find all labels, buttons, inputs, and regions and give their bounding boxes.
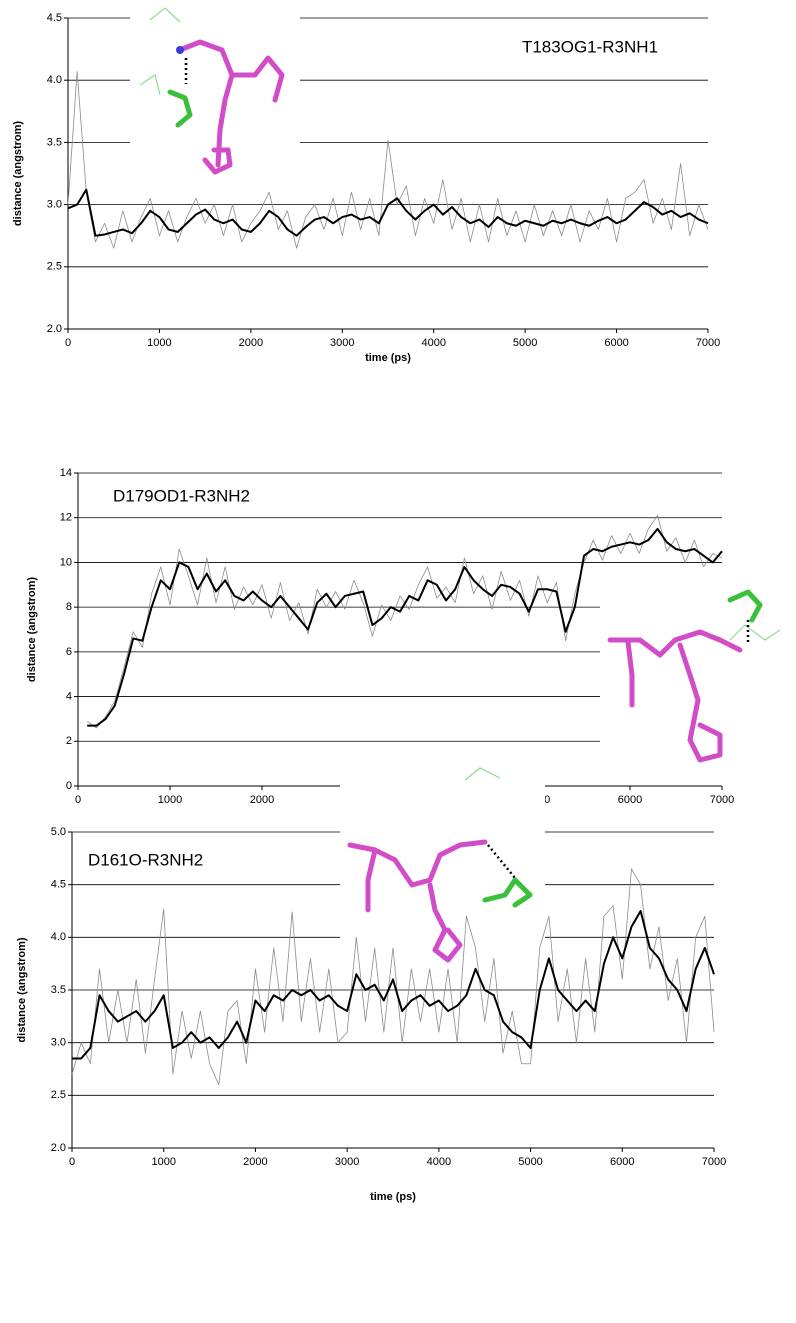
x-tick-label: 0: [75, 794, 81, 806]
x-tick-label: 7000: [710, 794, 734, 806]
y-tick-label: 10: [60, 556, 72, 568]
y-tick-label: 3.0: [51, 1037, 66, 1049]
x-tick-label: 7000: [696, 337, 720, 349]
x-tick-label: 1000: [147, 337, 171, 349]
y-tick-label: 2.0: [47, 323, 62, 335]
chart: 2.0 2.5 3.0 3.5 4.0 4.5 5.0 0 1000 2000 3000 4000 50…: [16, 765, 726, 1203]
x-tick-label: 2000: [250, 794, 274, 806]
x-tick-label: 1000: [158, 794, 182, 806]
x-tick-label: 1000: [151, 1156, 175, 1168]
y-tick-label: 0: [66, 780, 72, 792]
figure: 2.02.53.03.54.04.50100020003000400050006…: [0, 0, 796, 1323]
molecule-inset: [130, 0, 300, 185]
y-tick-label: 2.5: [51, 1089, 66, 1101]
y-tick-label: 3.5: [47, 136, 62, 148]
y-tick-label: 8: [66, 601, 72, 613]
y-tick-label: 14: [60, 467, 72, 479]
x-tick-label: 3000: [330, 337, 354, 349]
y-axis-title: distance (angstrom): [26, 577, 38, 682]
x-axis-title: time (ps): [370, 1191, 416, 1203]
molecule-inset: [600, 585, 796, 780]
x-tick-label: 3000: [335, 1156, 359, 1168]
chart: 2.0 2.5 3.0 3.5 4.0 4.5 0 1000 2000 3000 4000 5000 6…: [12, 0, 720, 364]
y-axis-title: distance (angstrom): [16, 937, 28, 1042]
y-tick-label: 6: [66, 646, 72, 658]
y-tick-label: 4.5: [47, 12, 62, 24]
x-tick-label: 6000: [610, 1156, 634, 1168]
chart-annotation: D179OD1-R3NH2: [113, 486, 250, 505]
x-tick-label: 2000: [243, 1156, 267, 1168]
x-tick-label: 2000: [239, 337, 263, 349]
grid: 2.0 2.5 3.0 3.5 4.0 4.5 0 1000 2000 3000 4000 5000 6…: [12, 12, 720, 364]
y-tick-label: 4.0: [47, 74, 62, 86]
y-tick-label: 2.5: [47, 261, 62, 273]
y-tick-label: 2.0: [51, 1142, 66, 1154]
molecule-inset: [340, 765, 545, 960]
y-tick-label: 4: [66, 690, 72, 702]
y-tick-label: 12: [60, 512, 72, 524]
x-tick-label: 4000: [421, 337, 445, 349]
y-tick-label: 3.0: [47, 199, 62, 211]
y-tick-label: 2: [66, 735, 72, 747]
inset-background: [130, 0, 300, 185]
x-axis-title: time (ps): [365, 352, 411, 364]
y-tick-label: 4.0: [51, 931, 66, 943]
y-tick-label: 5.0: [51, 826, 66, 838]
x-tick-label: 4000: [427, 1156, 451, 1168]
x-tick-label: 6000: [618, 794, 642, 806]
chart-annotation: D161O-R3NH2: [88, 850, 203, 869]
x-tick-label: 7000: [702, 1156, 726, 1168]
x-tick-label: 0: [69, 1156, 75, 1168]
x-tick-label: 0: [65, 337, 71, 349]
page: 2.02.53.03.54.04.50100020003000400050006…: [0, 0, 796, 1323]
atom: [176, 46, 184, 54]
chart-annotation: T183OG1-R3NH1: [522, 37, 658, 56]
y-tick-label: 4.5: [51, 879, 66, 891]
x-tick-label: 5000: [518, 1156, 542, 1168]
line-series: [68, 190, 708, 236]
x-tick-label: 5000: [513, 337, 537, 349]
y-tick-label: 3.5: [51, 984, 66, 996]
y-axis-title: distance (angstrom): [12, 121, 24, 226]
x-tick-label: 6000: [604, 337, 628, 349]
